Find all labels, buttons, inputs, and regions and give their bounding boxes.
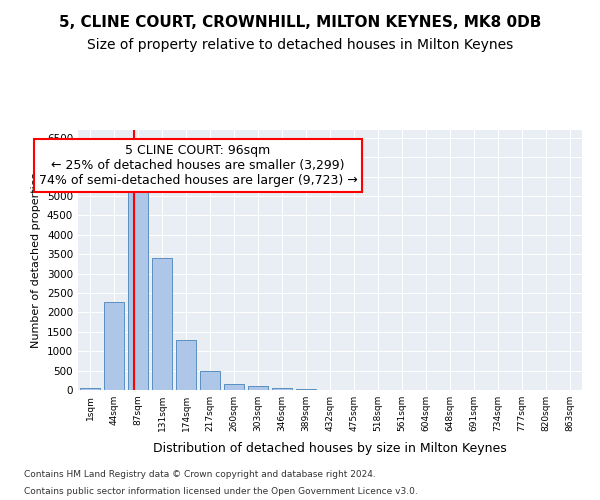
Bar	[80, 388, 100, 390]
Bar	[224, 384, 244, 390]
Bar	[176, 340, 196, 390]
Text: 5, CLINE COURT, CROWNHILL, MILTON KEYNES, MK8 0DB: 5, CLINE COURT, CROWNHILL, MILTON KEYNES…	[59, 15, 541, 30]
Bar	[104, 302, 124, 390]
Text: Contains public sector information licensed under the Open Government Licence v3: Contains public sector information licen…	[24, 487, 418, 496]
X-axis label: Distribution of detached houses by size in Milton Keynes: Distribution of detached houses by size …	[153, 442, 507, 456]
Bar	[296, 388, 316, 390]
Y-axis label: Number of detached properties: Number of detached properties	[31, 172, 41, 348]
Text: Size of property relative to detached houses in Milton Keynes: Size of property relative to detached ho…	[87, 38, 513, 52]
Bar	[152, 258, 172, 390]
Bar	[128, 178, 148, 390]
Bar	[200, 372, 220, 390]
Bar	[248, 386, 268, 390]
Text: 5 CLINE COURT: 96sqm
← 25% of detached houses are smaller (3,299)
74% of semi-de: 5 CLINE COURT: 96sqm ← 25% of detached h…	[38, 144, 358, 186]
Text: Contains HM Land Registry data © Crown copyright and database right 2024.: Contains HM Land Registry data © Crown c…	[24, 470, 376, 479]
Bar	[272, 388, 292, 390]
